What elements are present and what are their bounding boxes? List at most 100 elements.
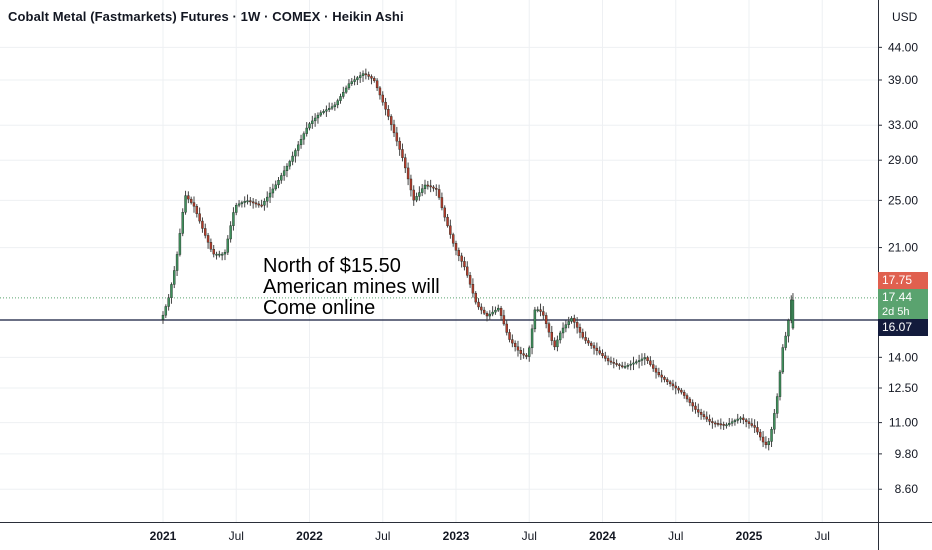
candle-down bbox=[437, 189, 441, 198]
candle-down bbox=[711, 421, 714, 424]
candle-up bbox=[266, 196, 269, 202]
candle-down bbox=[651, 364, 655, 369]
candle-up bbox=[302, 133, 306, 140]
candle-down bbox=[404, 157, 407, 169]
y-tick-label: 14.00 bbox=[888, 350, 918, 364]
candle-down bbox=[587, 340, 590, 344]
candle-down bbox=[364, 73, 368, 76]
candle-down bbox=[463, 261, 466, 268]
candle-down bbox=[206, 235, 210, 243]
candle-up bbox=[778, 371, 782, 397]
candle-down bbox=[440, 197, 444, 209]
candle-down bbox=[578, 327, 582, 333]
candle-down bbox=[716, 423, 720, 425]
x-tick-label: Jul bbox=[668, 529, 683, 543]
candle-up bbox=[530, 328, 534, 349]
currency-label: USD bbox=[892, 10, 918, 24]
candle-up bbox=[635, 361, 638, 364]
candle-up bbox=[556, 339, 559, 348]
candle-down bbox=[384, 101, 387, 110]
chart-annotation: North of $15.50 American mines will Come… bbox=[263, 256, 440, 319]
candle-up bbox=[358, 75, 362, 78]
candle-down bbox=[615, 363, 618, 365]
candle-up bbox=[325, 109, 328, 112]
last-price-tag: 17.44 bbox=[878, 289, 928, 306]
candle-up bbox=[570, 317, 573, 322]
candle-up bbox=[294, 150, 297, 157]
candle-down bbox=[505, 323, 508, 333]
candle-down bbox=[697, 409, 700, 413]
y-tick-label: 21.00 bbox=[888, 241, 918, 255]
candle-up bbox=[322, 110, 325, 113]
candle-up bbox=[263, 200, 266, 206]
candle-down bbox=[753, 425, 756, 428]
y-tick-label: 11.00 bbox=[889, 416, 918, 430]
candle-up bbox=[629, 363, 632, 366]
candle-down bbox=[654, 368, 658, 373]
candle-up bbox=[564, 324, 568, 329]
candle-up bbox=[637, 360, 641, 362]
candle-down bbox=[756, 427, 759, 433]
candle-down bbox=[744, 419, 748, 422]
annotation-line-3: Come online bbox=[263, 297, 376, 319]
candle-up bbox=[781, 347, 785, 373]
candle-up bbox=[229, 225, 232, 240]
candle-down bbox=[485, 313, 489, 317]
candle-down bbox=[204, 228, 207, 236]
candle-up bbox=[311, 120, 314, 124]
candle-up bbox=[640, 358, 644, 361]
candle-down bbox=[592, 345, 596, 349]
candle-up bbox=[297, 144, 300, 151]
y-tick-label: 12.50 bbox=[888, 381, 918, 395]
candle-down bbox=[195, 206, 199, 214]
bar-countdown-tag: 2d 5h bbox=[878, 305, 928, 319]
candle-up bbox=[423, 184, 427, 189]
candle-up bbox=[237, 203, 241, 206]
candle-down bbox=[451, 234, 455, 244]
candle-up bbox=[787, 320, 790, 337]
candle-up bbox=[361, 73, 365, 76]
candle-up bbox=[243, 201, 246, 203]
chart-title: Cobalt Metal (Fastmarkets) Futures · 1W … bbox=[8, 9, 404, 24]
candle-down bbox=[251, 201, 255, 204]
candle-down bbox=[677, 387, 680, 391]
candle-down bbox=[688, 398, 692, 403]
candle-down bbox=[511, 339, 514, 344]
candle-up bbox=[736, 418, 739, 421]
candle-down bbox=[387, 109, 390, 117]
candle-up bbox=[632, 362, 635, 365]
candle-up bbox=[280, 175, 283, 181]
candle-up bbox=[164, 306, 168, 316]
y-tick-label: 9.80 bbox=[895, 447, 919, 461]
candle-up bbox=[282, 170, 286, 176]
y-tick-label: 29.00 bbox=[888, 153, 918, 167]
candle-up bbox=[728, 423, 731, 425]
candle-down bbox=[502, 315, 506, 325]
candle-down bbox=[708, 418, 711, 422]
candle-up bbox=[285, 165, 289, 172]
candle-up bbox=[528, 347, 531, 357]
candle-down bbox=[713, 422, 717, 425]
candle-down bbox=[663, 377, 666, 380]
y-tick-label: 8.60 bbox=[895, 482, 919, 496]
candle-up bbox=[246, 200, 249, 203]
candle-up bbox=[626, 365, 630, 367]
x-tick-label: 2021 bbox=[150, 529, 177, 543]
candle-down bbox=[705, 416, 708, 420]
x-tick-label: 2025 bbox=[736, 529, 763, 543]
candle-down bbox=[682, 391, 686, 396]
x-tick-label: 2024 bbox=[589, 529, 616, 543]
candle-down bbox=[618, 364, 621, 366]
candle-down bbox=[457, 250, 461, 257]
candle-down bbox=[480, 306, 483, 311]
candle-up bbox=[184, 195, 187, 213]
candle-down bbox=[581, 332, 584, 338]
candle-down bbox=[468, 275, 472, 285]
candle-down bbox=[443, 207, 446, 218]
candle-down bbox=[519, 350, 523, 354]
candle-down bbox=[621, 365, 624, 368]
candle-up bbox=[775, 396, 779, 414]
candle-down bbox=[761, 436, 765, 443]
candle-down bbox=[249, 200, 252, 203]
